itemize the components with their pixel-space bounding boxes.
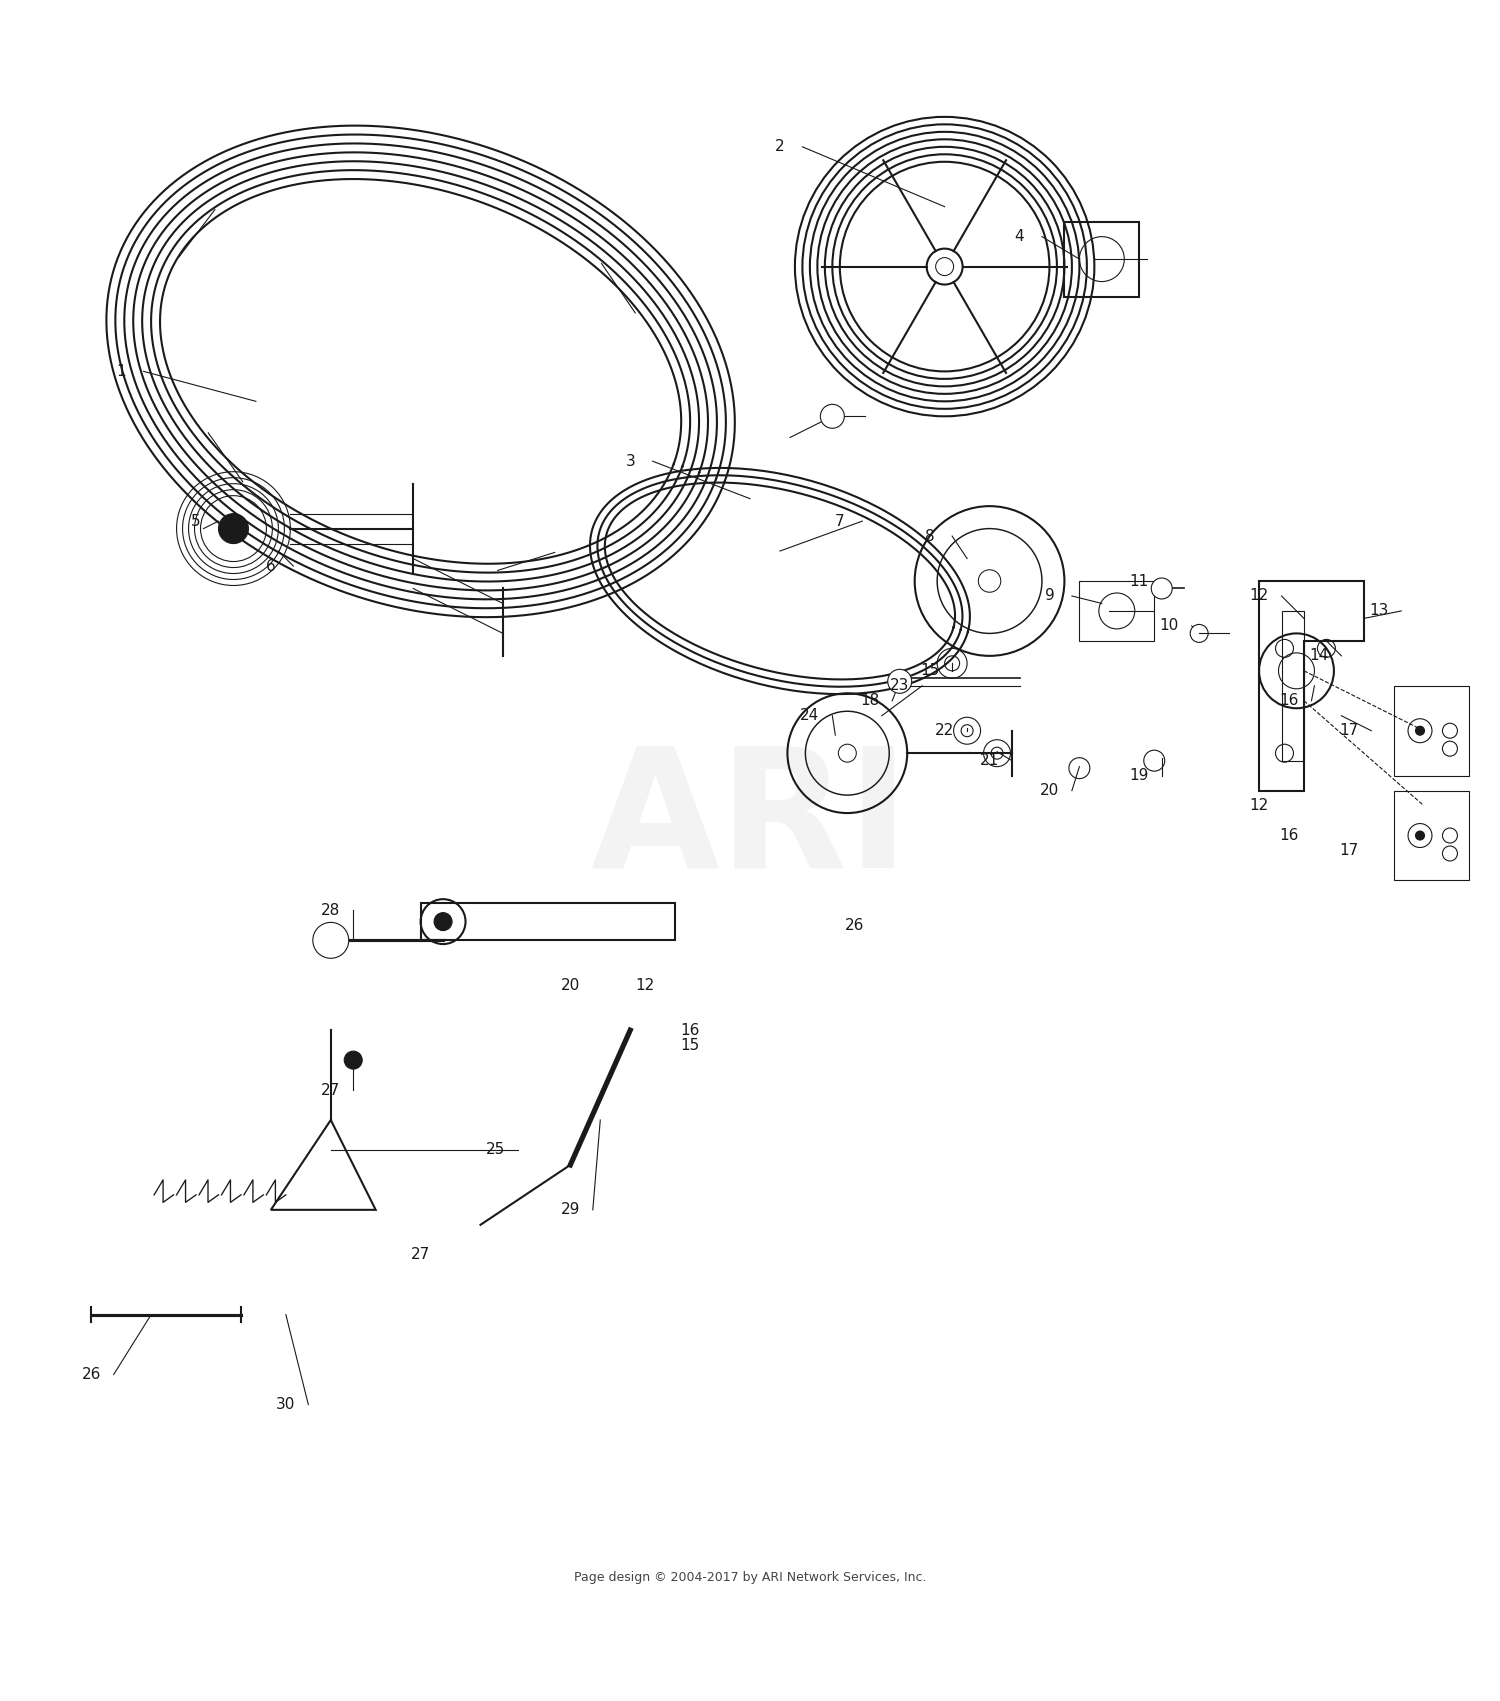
Text: 15: 15	[920, 663, 939, 679]
Text: 18: 18	[859, 694, 879, 708]
Text: 16: 16	[681, 1022, 700, 1038]
Circle shape	[936, 257, 954, 276]
Circle shape	[839, 745, 856, 762]
Text: 27: 27	[321, 1082, 340, 1097]
Text: 12: 12	[1250, 798, 1269, 813]
Text: 27: 27	[411, 1247, 430, 1262]
Text: 5: 5	[190, 514, 201, 529]
Text: 24: 24	[801, 708, 819, 723]
Text: 9: 9	[1044, 589, 1054, 604]
Circle shape	[345, 1051, 362, 1070]
Text: 7: 7	[836, 514, 844, 529]
Text: 15: 15	[681, 1038, 699, 1053]
Text: 2: 2	[776, 139, 784, 155]
Text: 26: 26	[81, 1368, 100, 1381]
Text: 6: 6	[266, 558, 276, 573]
Text: 12: 12	[636, 978, 656, 993]
Circle shape	[433, 913, 451, 930]
Text: 10: 10	[1160, 619, 1179, 633]
Text: 26: 26	[844, 919, 864, 932]
Circle shape	[978, 570, 1000, 592]
Circle shape	[1152, 578, 1172, 599]
Text: ARI: ARI	[591, 738, 909, 902]
Text: 16: 16	[1280, 828, 1299, 844]
Text: 29: 29	[561, 1203, 580, 1218]
Text: 23: 23	[890, 679, 909, 694]
Text: 14: 14	[1310, 648, 1329, 663]
Text: 25: 25	[486, 1143, 506, 1157]
Text: 22: 22	[934, 723, 954, 738]
Text: 4: 4	[1014, 230, 1025, 245]
Text: 16: 16	[1280, 694, 1299, 708]
Circle shape	[1416, 832, 1425, 840]
Circle shape	[219, 514, 249, 544]
Text: 17: 17	[1340, 844, 1359, 857]
Text: 20: 20	[1040, 782, 1059, 798]
Text: 30: 30	[276, 1397, 296, 1412]
Text: 20: 20	[561, 978, 580, 993]
Circle shape	[821, 405, 844, 429]
Text: 8: 8	[926, 529, 934, 544]
Text: 11: 11	[1130, 573, 1149, 589]
Text: 12: 12	[1250, 589, 1269, 604]
Text: 1: 1	[117, 364, 126, 379]
Text: 3: 3	[626, 454, 634, 469]
Circle shape	[314, 922, 348, 958]
Circle shape	[888, 668, 912, 694]
Text: 19: 19	[1130, 769, 1149, 782]
Text: 21: 21	[980, 754, 999, 769]
Text: 28: 28	[321, 903, 340, 919]
Text: Page design © 2004-2017 by ARI Network Services, Inc.: Page design © 2004-2017 by ARI Network S…	[573, 1572, 926, 1584]
Circle shape	[1190, 624, 1208, 643]
Text: 13: 13	[1370, 604, 1389, 619]
Circle shape	[1416, 726, 1425, 735]
Text: 17: 17	[1340, 723, 1359, 738]
